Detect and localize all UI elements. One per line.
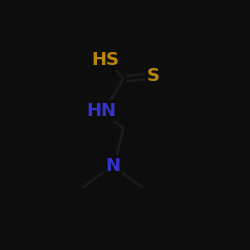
Text: S: S [147, 67, 160, 85]
Text: HN: HN [86, 102, 116, 120]
Text: HS: HS [92, 51, 120, 69]
Text: N: N [105, 157, 120, 175]
